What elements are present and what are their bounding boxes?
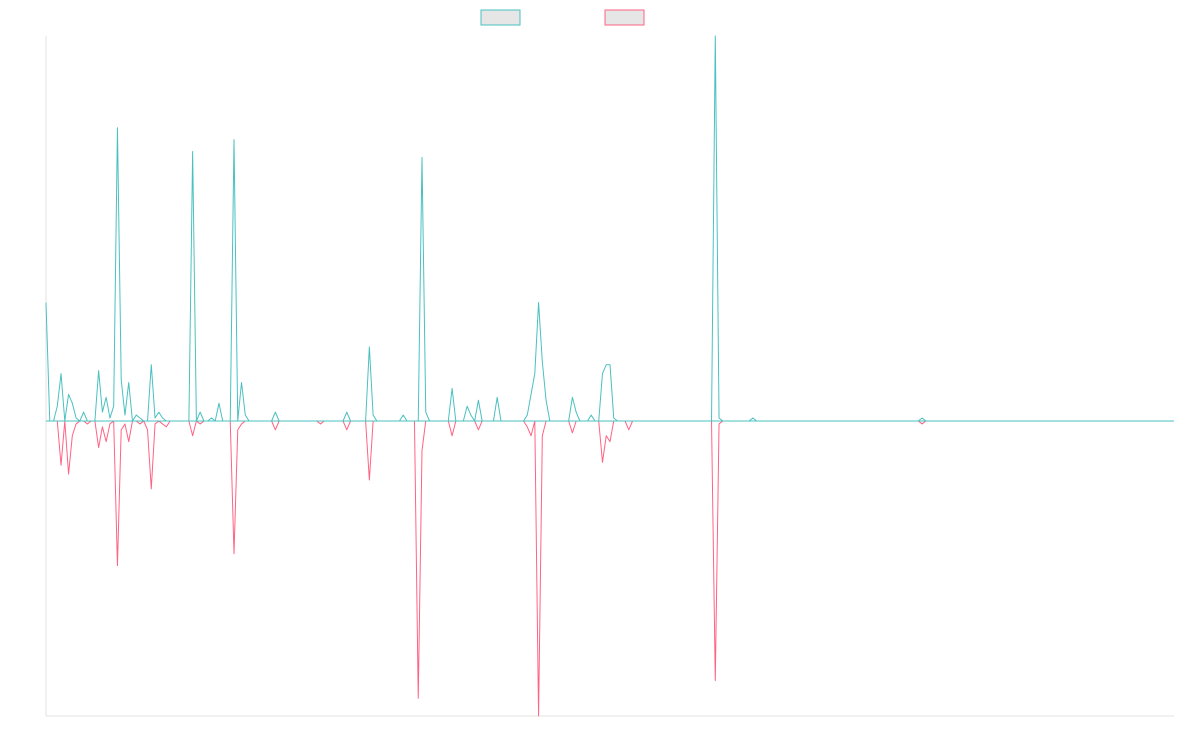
chart-axes: [45, 36, 1174, 717]
series-line-teal: [45, 35, 1174, 422]
plot-area: [45, 35, 1174, 717]
legend[interactable]: [480, 9, 645, 26]
legend-swatch-teal-series[interactable]: [480, 9, 521, 26]
legend-swatch-pink-series[interactable]: [604, 9, 645, 26]
series-line-pink: [46, 420, 1174, 717]
